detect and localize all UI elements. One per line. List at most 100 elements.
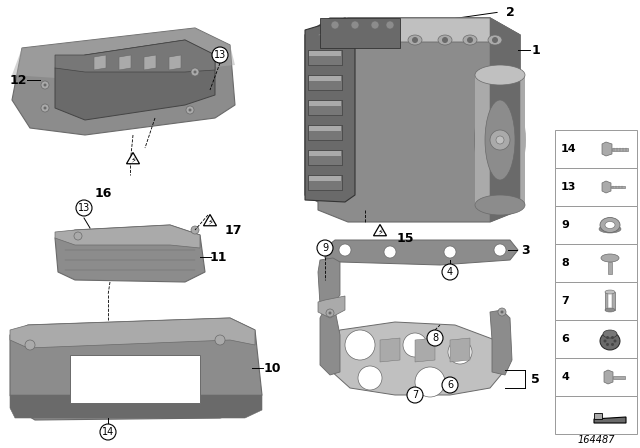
Bar [308,150,342,165]
Ellipse shape [353,35,367,45]
Polygon shape [318,258,340,308]
Circle shape [606,343,609,346]
Bar [308,125,342,140]
Bar [308,75,342,90]
Circle shape [41,104,49,112]
Ellipse shape [601,254,619,262]
Bar [309,151,341,156]
Bar [611,186,625,188]
Text: 11: 11 [209,250,227,263]
Circle shape [444,246,456,258]
Circle shape [357,37,363,43]
Text: 13: 13 [561,182,577,192]
Circle shape [467,37,473,43]
Circle shape [215,335,225,345]
Bar [555,130,637,168]
Circle shape [358,366,382,390]
Circle shape [74,232,82,240]
Bar [475,75,525,205]
Bar [308,50,342,65]
Text: 12: 12 [9,73,27,86]
Ellipse shape [600,217,620,233]
Circle shape [186,106,194,114]
Bar [320,18,400,48]
Polygon shape [594,417,626,423]
Polygon shape [10,318,262,420]
Ellipse shape [605,290,615,294]
Circle shape [25,340,35,350]
Circle shape [442,264,458,280]
Ellipse shape [603,330,617,338]
Polygon shape [55,40,215,72]
Ellipse shape [475,65,525,85]
Polygon shape [318,18,520,222]
Polygon shape [415,338,435,362]
Circle shape [193,70,196,73]
Polygon shape [602,181,611,193]
Polygon shape [318,296,345,318]
Text: ⚡: ⚡ [377,228,383,237]
Circle shape [496,136,504,144]
Circle shape [44,83,47,86]
Text: 4: 4 [447,267,453,277]
Ellipse shape [605,308,615,312]
Text: 13: 13 [78,203,90,213]
Polygon shape [325,240,518,265]
Text: 17: 17 [224,224,242,237]
Bar [70,355,200,403]
Bar [308,100,342,115]
Polygon shape [204,215,216,226]
Circle shape [331,21,339,29]
Ellipse shape [475,195,525,215]
Text: 14: 14 [561,144,577,154]
Circle shape [100,424,116,440]
Circle shape [76,200,92,216]
Text: 5: 5 [531,372,540,385]
Polygon shape [602,142,612,156]
Polygon shape [12,28,235,135]
Text: 4: 4 [561,372,569,382]
Bar [309,126,341,131]
Circle shape [326,309,334,317]
Bar [309,76,341,81]
Text: 7: 7 [561,296,569,306]
Polygon shape [374,224,387,236]
Text: 164487: 164487 [577,435,615,445]
Ellipse shape [408,35,422,45]
Circle shape [384,246,396,258]
Polygon shape [119,55,131,70]
Polygon shape [12,28,235,80]
Bar [608,262,612,274]
Text: ⚡: ⚡ [207,217,213,227]
Polygon shape [318,18,520,42]
Text: 8: 8 [432,333,438,343]
Text: ⚡: ⚡ [130,155,136,164]
Polygon shape [305,18,355,202]
Circle shape [339,244,351,256]
Text: 2: 2 [506,5,515,18]
Ellipse shape [438,35,452,45]
Circle shape [191,226,199,234]
Text: 15: 15 [396,232,413,245]
Circle shape [614,340,616,343]
Polygon shape [450,338,470,362]
Polygon shape [10,318,255,348]
Text: 1: 1 [532,43,540,56]
Circle shape [448,340,472,364]
Polygon shape [490,310,512,375]
Text: 8: 8 [561,258,569,268]
Polygon shape [328,322,505,395]
Circle shape [351,21,359,29]
Text: 9: 9 [561,220,569,230]
Circle shape [442,37,448,43]
Ellipse shape [605,221,615,228]
Text: 6: 6 [561,334,569,344]
Bar [555,396,637,434]
Polygon shape [55,40,215,120]
Bar [555,168,637,206]
Circle shape [494,244,506,256]
Polygon shape [594,413,602,419]
Ellipse shape [599,225,621,233]
Circle shape [41,81,49,89]
Circle shape [403,333,427,357]
